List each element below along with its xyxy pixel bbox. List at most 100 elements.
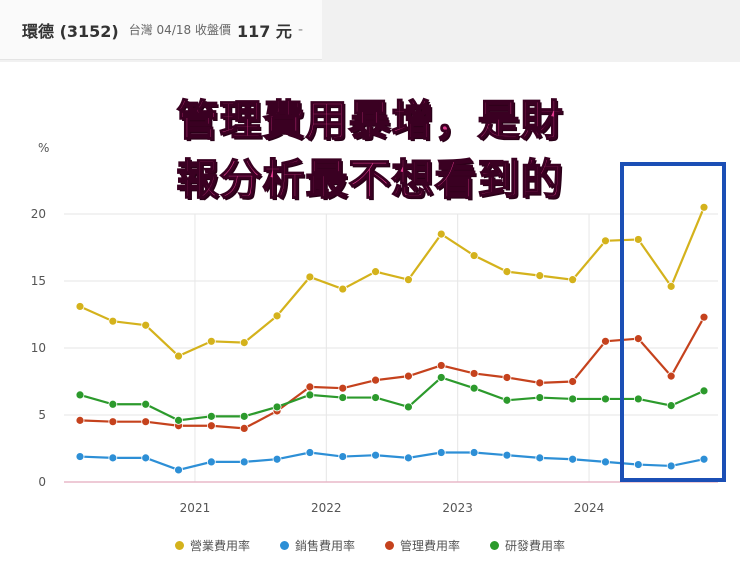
series-line-0: [79, 206, 706, 358]
data-point: [141, 320, 151, 330]
data-point: [75, 452, 85, 461]
legend-label: 銷售費用率: [294, 539, 355, 553]
y-axis-label: %: [38, 141, 49, 155]
legend-marker: [174, 541, 184, 550]
data-point: [305, 390, 315, 400]
y-tick-label: 20: [31, 207, 46, 221]
data-point: [141, 417, 151, 427]
data-point: [206, 411, 216, 421]
data-point: [666, 401, 676, 411]
data-point: [436, 361, 446, 370]
data-point: [141, 399, 151, 409]
data-point: [338, 452, 348, 461]
data-point: [436, 373, 446, 382]
data-point: [371, 267, 380, 277]
highlight-box: [620, 162, 726, 482]
data-point: [633, 235, 643, 244]
y-tick-label: 10: [31, 341, 46, 355]
data-point: [666, 461, 676, 471]
data-point: [469, 383, 479, 393]
legend-item[interactable]: 管理費用率: [385, 537, 460, 554]
data-point: [502, 373, 512, 382]
chart-legend: 營業費用率 銷售費用率 管理費用率 研發費用率: [0, 537, 740, 554]
data-point: [404, 453, 413, 463]
legend-marker: [279, 541, 289, 550]
data-point: [436, 229, 446, 239]
data-point: [75, 415, 85, 425]
legend-label: 管理費用率: [400, 539, 461, 553]
data-point: [568, 394, 578, 404]
data-point: [174, 351, 183, 361]
data-point: [75, 390, 85, 400]
x-tick-label: 2024: [574, 501, 605, 515]
legend-item[interactable]: 研發費用率: [490, 537, 565, 554]
data-point: [305, 448, 315, 457]
data-point: [305, 272, 315, 282]
data-point: [568, 377, 578, 386]
data-point: [371, 375, 380, 385]
data-point: [469, 251, 479, 260]
data-point: [371, 450, 380, 460]
data-point: [502, 267, 512, 277]
data-point: [666, 371, 676, 381]
data-point: [601, 394, 610, 404]
data-point: [535, 271, 545, 281]
legend-marker: [490, 541, 500, 550]
data-point: [535, 453, 545, 463]
data-point: [338, 284, 348, 294]
data-point: [141, 453, 151, 463]
data-point: [699, 202, 709, 212]
overlay-caption-line2: 報分析最不想看到的: [176, 154, 564, 205]
series-line-2: [79, 316, 705, 430]
chart-panel: 0 5 10 15 20% 2021 2022 2023 2024: [0, 62, 740, 579]
market-date: 台灣 04/18 收盤價: [128, 23, 231, 37]
data-point: [338, 383, 348, 393]
data-point: [338, 393, 348, 402]
data-point: [699, 386, 709, 396]
x-tick-label: 2023: [442, 501, 473, 515]
data-point: [601, 236, 610, 246]
legend-item[interactable]: 銷售費用率: [279, 537, 355, 554]
data-point: [535, 378, 545, 388]
data-point: [502, 450, 512, 460]
data-point: [666, 281, 676, 291]
legend-label: 研發費用率: [505, 539, 566, 553]
data-point: [469, 448, 479, 457]
data-point: [206, 336, 216, 346]
stock-header: 環德 (3152) 台灣 04/18 收盤價 117 元 -: [0, 0, 322, 60]
data-point: [174, 415, 183, 425]
data-point: [108, 399, 118, 409]
data-point: [699, 312, 709, 322]
data-point: [371, 393, 380, 402]
data-point: [601, 457, 610, 467]
data-point: [404, 371, 413, 381]
data-point: [272, 402, 282, 412]
y-tick-label: 0: [38, 475, 46, 489]
data-point: [174, 465, 183, 475]
series-line-3: [79, 376, 705, 422]
stock-name: 環德 (3152): [22, 21, 119, 41]
expense-ratio-chart: 0 5 10 15 20% 2021 2022 2023 2024: [31, 141, 718, 515]
data-point: [239, 338, 249, 348]
data-point: [108, 417, 118, 427]
data-point: [404, 275, 413, 285]
data-point: [239, 411, 249, 421]
data-point: [633, 394, 643, 404]
data-point: [239, 457, 249, 467]
legend-item[interactable]: 營業費用率: [174, 537, 250, 554]
data-point: [568, 275, 578, 285]
data-point: [206, 457, 216, 467]
closing-price: 117 元: [236, 21, 292, 41]
legend-marker: [385, 541, 394, 550]
data-point: [568, 454, 578, 464]
data-point: [601, 336, 610, 346]
data-point: [535, 393, 545, 402]
x-tick-label: 2022: [311, 501, 342, 515]
data-point: [469, 369, 479, 378]
data-point: [436, 448, 446, 457]
data-point: [404, 402, 413, 412]
y-tick-label: 15: [31, 274, 46, 288]
data-point: [699, 454, 709, 464]
data-point: [272, 454, 282, 464]
data-point: [108, 453, 118, 463]
